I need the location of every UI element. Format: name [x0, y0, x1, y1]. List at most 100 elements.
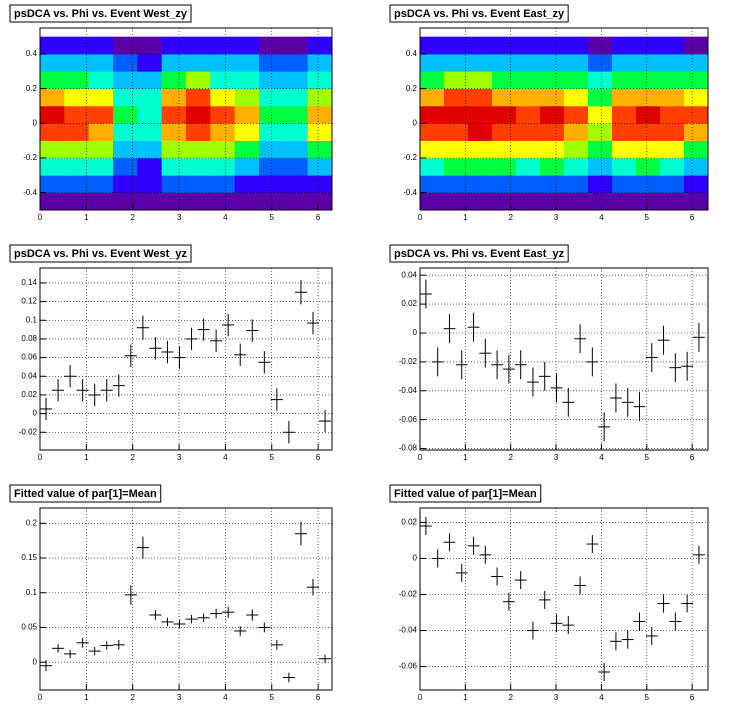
- heatmap-cell: [420, 106, 445, 124]
- heatmap-cell: [636, 36, 661, 55]
- heatmap-cell: [137, 106, 162, 124]
- heatmap-cell: [492, 192, 517, 211]
- heatmap-cell: [540, 140, 565, 159]
- heatmap-cell: [64, 106, 89, 124]
- heatmap-cell: [588, 158, 613, 176]
- heatmap-cell: [468, 88, 493, 107]
- heatmap-cell: [137, 71, 162, 89]
- heatmap-cell: [64, 158, 89, 176]
- x-tick-label: 2: [130, 693, 135, 702]
- heatmap-cell: [492, 123, 517, 141]
- heatmap-cell: [540, 36, 565, 55]
- heatmap-cell: [540, 192, 565, 211]
- x-tick-label: 1: [84, 213, 89, 222]
- heatmap-cell: [564, 106, 589, 124]
- heatmap-cell: [564, 192, 589, 211]
- heatmap-cell: [113, 36, 138, 55]
- heatmap-cell: [186, 158, 211, 176]
- heatmap-cell: [307, 106, 333, 124]
- heatmap-cell: [588, 88, 613, 107]
- panel: psDCA vs. Phi vs. Event East_yz 0 1 2 3 4 5 6 -0…: [389, 244, 709, 462]
- heatmap-cell: [636, 158, 661, 176]
- heatmap-cell: [660, 140, 685, 159]
- heatmap-cell: [283, 88, 308, 107]
- heatmap-cell: [540, 71, 565, 89]
- heatmap-cell: [210, 123, 235, 141]
- heatmap-cell: [64, 140, 89, 159]
- y-tick-label: 0.04: [21, 371, 37, 380]
- title-box: [389, 484, 542, 503]
- y-tick-label: -0.2: [403, 153, 417, 162]
- heatmap-cell: [660, 192, 685, 211]
- heatmap-cell: [564, 36, 589, 55]
- heatmap-cell: [259, 158, 284, 176]
- heatmap-cell: [492, 140, 517, 159]
- y-tick-label: 0.2: [406, 84, 418, 93]
- heatmap-cell: [64, 36, 89, 55]
- x-tick-label: 1: [463, 693, 468, 702]
- panel: Fitted value of par[1]=Mean 0 1 2 3 4 5 6 -0.06 -…: [389, 484, 709, 702]
- heatmap-cell: [420, 175, 445, 193]
- heatmap-cell: [420, 36, 445, 55]
- x-tick-label: 1: [463, 213, 468, 222]
- y-tick-label: -0.2: [23, 153, 37, 162]
- heatmap-cell: [588, 175, 613, 193]
- heatmap-cell: [444, 88, 469, 107]
- heatmap-cell: [588, 71, 613, 89]
- heatmap-cell: [40, 54, 65, 72]
- heatmap-cell: [420, 158, 445, 176]
- heatmap-cell: [516, 192, 541, 211]
- heatmap-cell: [636, 71, 661, 89]
- heatmap-cell: [210, 175, 235, 193]
- heatmap-cell: [234, 71, 260, 89]
- heatmap-cell: [40, 140, 65, 159]
- heatmap-cell: [283, 71, 308, 89]
- x-tick-label: 6: [316, 453, 321, 462]
- title-box: [389, 4, 569, 23]
- heatmap-cell: [234, 192, 260, 211]
- y-tick-label: 0: [33, 657, 38, 666]
- y-tick-label: -0.04: [399, 626, 418, 635]
- heatmap-cell: [161, 106, 187, 124]
- heatmap-cell: [492, 54, 517, 72]
- heatmap-cell: [234, 140, 260, 159]
- heatmap-cell: [307, 175, 333, 193]
- heatmap-cell: [161, 123, 187, 141]
- y-tick-label: 0.1: [26, 588, 38, 597]
- plot-frame: [419, 27, 709, 211]
- x-tick-label: 3: [554, 213, 559, 222]
- x-tick-label: 5: [270, 213, 275, 222]
- panel: psDCA vs. Phi vs. Event West_zy 0 1 2 3 4 5 6 -0…: [9, 4, 333, 222]
- heatmap-cell: [234, 158, 260, 176]
- panel-title: psDCA vs. Phi vs. Event West_zy: [14, 8, 188, 20]
- heatmap-cell: [468, 123, 493, 141]
- heatmap-cell: [516, 175, 541, 193]
- heatmap-cell: [113, 88, 138, 107]
- heatmap-cell: [234, 88, 260, 107]
- heatmap-cell: [444, 175, 469, 193]
- heatmap-cell: [468, 54, 493, 72]
- heatmap-cell: [210, 71, 235, 89]
- heatmap-cell: [210, 106, 235, 124]
- y-tick-label: 0.2: [26, 84, 38, 93]
- heatmap-cell: [612, 106, 637, 124]
- heatmap-cell: [684, 175, 709, 193]
- heatmap-cell: [468, 140, 493, 159]
- heatmap-cell: [186, 54, 211, 72]
- heatmap-cell: [259, 175, 284, 193]
- y-tick-label: 0.02: [401, 299, 417, 308]
- heatmap-cell: [492, 106, 517, 124]
- heatmap-cell: [283, 36, 308, 55]
- heatmap-cell: [684, 158, 709, 176]
- x-tick-label: 6: [690, 213, 695, 222]
- heatmap-cell: [137, 36, 162, 55]
- y-tick-label: -0.08: [399, 444, 418, 453]
- x-tick-label: 6: [316, 213, 321, 222]
- heatmap-cell: [420, 123, 445, 141]
- x-tick-label: 0: [38, 213, 43, 222]
- heatmap-cell: [259, 123, 284, 141]
- heatmap-cell: [113, 158, 138, 176]
- heatmap-cell: [307, 123, 333, 141]
- heatmap-cell: [660, 123, 685, 141]
